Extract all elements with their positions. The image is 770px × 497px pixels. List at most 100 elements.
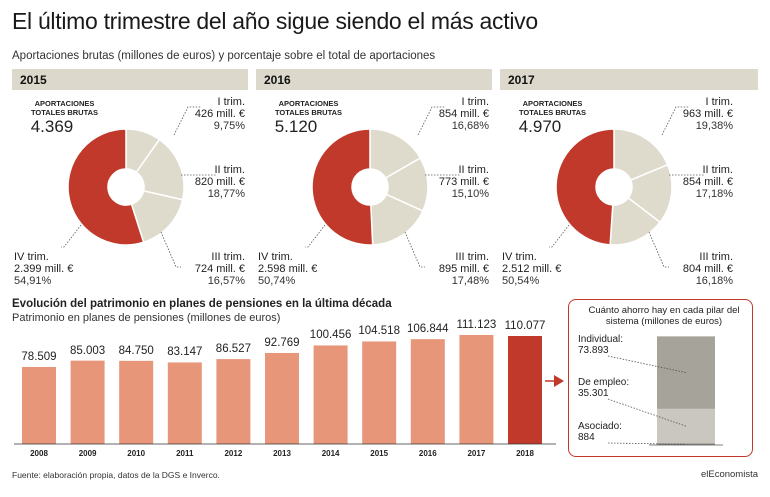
slice-name: II trim. (702, 164, 733, 176)
slice-pct-label: 16,68% (451, 120, 489, 132)
pillar-label-3: Asociado: 884 (578, 421, 622, 443)
bar-2013 (265, 352, 299, 444)
bar-2008 (22, 366, 56, 444)
pie-2017-connector-1 (661, 106, 689, 136)
slice-name: IV trim. (502, 251, 537, 263)
bar-2015 (362, 341, 397, 444)
bar-value-2012: 86.527 (215, 343, 251, 356)
year-band-2015: 2015 (12, 69, 248, 90)
bar-value-2011: 83.147 (167, 346, 203, 359)
pie-2017-connector-4 (549, 224, 570, 248)
slice-name: I trim. (217, 96, 246, 108)
bar-year-2015: 2015 (370, 449, 389, 458)
slice-name: I trim. (461, 96, 490, 108)
slice-value-label: 854 mill. € (682, 176, 733, 188)
slice-value-label: 854 mill. € (438, 108, 489, 120)
slice-pct-label: 17,18% (695, 188, 733, 200)
bar-value-2018: 110.077 (504, 320, 546, 332)
total-label: APORTACIONES TOTALES BRUTAS (518, 99, 587, 117)
slice-value-label: 426 mill. € (194, 108, 245, 120)
slice-pct-label: 15,10% (451, 188, 489, 200)
slice-name: III trim. (699, 251, 733, 263)
slice-pct-label: 19,38% (695, 120, 733, 132)
slice-name: IV trim. (14, 251, 49, 263)
bar-year-2009: 2009 (78, 449, 97, 458)
pie-2015-connector-3 (160, 231, 181, 268)
bar-year-2016: 2016 (418, 449, 437, 458)
bar-year-2014: 2014 (321, 449, 340, 458)
source-note: Fuente: elaboración propia, datos de la … (12, 470, 220, 480)
slice-value-label: 724 mill. € (194, 263, 245, 275)
slice-value-label: 804 mill. € (682, 263, 733, 275)
page-title: El último trimestre del año sigue siendo… (12, 8, 538, 34)
bar-2012 (216, 359, 251, 444)
bar-year-2008: 2008 (30, 449, 48, 458)
slice-pct-label: 9,75% (213, 120, 245, 132)
pie-2016-label-2: II trim. 773 mill. €15,10% (419, 164, 489, 200)
pillar-label-2: De empleo: 35.301 (578, 377, 629, 399)
bar-value-2010: 84.750 (118, 344, 154, 357)
pillar-connector-1 (607, 355, 687, 374)
bar-2009 (70, 360, 105, 444)
pie-2016-connector-4 (305, 224, 326, 248)
bar-value-2016: 106.844 (407, 323, 449, 336)
pillar-value: 73.893 (578, 345, 609, 356)
pie-2015-label-3: III trim. 724 mill. €16,57% (175, 251, 245, 287)
pie-2017-label-3: III trim. 804 mill. €16,18% (663, 251, 733, 287)
total-value: 5.120 (274, 117, 318, 136)
bar-value-2015: 104.518 (358, 325, 400, 338)
slice-value-label: 963 mill. € (682, 108, 733, 120)
slice-value-label: 773 mill. € (438, 176, 489, 188)
bar-year-2013: 2013 (273, 449, 291, 458)
pie-2015-slice-4 (67, 128, 145, 246)
slice-name: II trim. (214, 164, 245, 176)
pillar-name: Asociado: (578, 421, 622, 432)
bar-value-2008: 78.509 (21, 350, 57, 363)
slice-name: III trim. (455, 251, 489, 263)
pie-2015-connector-4 (61, 224, 82, 248)
bar-value-2017: 111.123 (456, 318, 497, 331)
pie-2016-label-3: III trim. 895 mill. €17,48% (419, 251, 489, 287)
bar-year-2011: 2011 (176, 449, 194, 458)
pie-2017-label-1: I trim. 963 mill. €19,38% (663, 96, 733, 132)
pillar-segment-2 (657, 408, 715, 444)
slice-pct-label: 54,91% (14, 275, 52, 287)
pillar-value: 35.301 (578, 388, 609, 399)
pie-2016-label-1: I trim. 854 mill. €16,68% (419, 96, 489, 132)
total-label: APORTACIONES TOTALES BRUTAS (30, 99, 99, 117)
pillar-connector-3 (607, 442, 687, 445)
pillar-value: 884 (578, 432, 595, 443)
pie-2017-connector-3 (648, 231, 669, 268)
bar-2017 (459, 334, 494, 444)
year-label-2017: 2017 (508, 73, 535, 87)
bar-year-2010: 2010 (127, 449, 146, 458)
evolution-title: Evolución del patrimonio en planes de pe… (12, 298, 392, 310)
pie-2016-slice-4 (311, 128, 374, 246)
bar-value-2014: 100.456 (309, 329, 352, 342)
pie-2015-connector-1 (173, 106, 201, 136)
brand-logo: elEconomista (700, 469, 758, 480)
total-value: 4.369 (30, 117, 74, 136)
pie-2016-label-4: IV trim. 2.598 mill. €50,74% (258, 251, 328, 287)
bar-value-2009: 85.003 (70, 344, 106, 357)
pillar-box (568, 299, 753, 457)
pie-2015-label-1: I trim. 426 mill. €9,75% (175, 96, 245, 132)
bar-value-2013: 92.769 (264, 336, 300, 349)
bar-2016 (410, 339, 445, 444)
pillar-segment-1 (657, 336, 715, 409)
pie-2017-slice-4 (555, 128, 615, 246)
slice-pct-label: 16,57% (207, 275, 245, 287)
pie-2016-slice-3 (370, 193, 424, 246)
bar-2014 (313, 345, 348, 444)
bar-year-2012: 2012 (224, 449, 243, 458)
year-label-2016: 2016 (264, 73, 291, 87)
slice-value-label: 2.512 mill. € (502, 263, 562, 275)
arrow-head-icon (554, 375, 564, 387)
bar-2018 (508, 336, 542, 444)
slice-name: II trim. (458, 164, 489, 176)
total-label: APORTACIONES TOTALES BRUTAS (274, 99, 343, 117)
page-subtitle: Aportaciones brutas (millones de euros) … (12, 50, 436, 62)
